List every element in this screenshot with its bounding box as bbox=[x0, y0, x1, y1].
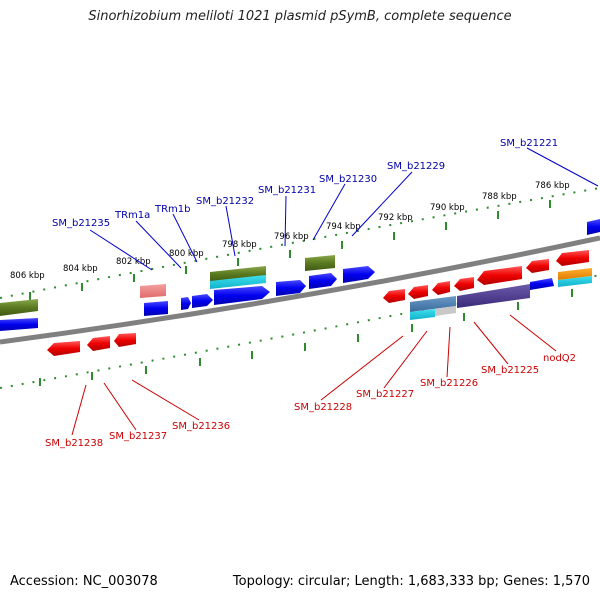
gene-label[interactable]: SM_b21228 bbox=[294, 402, 352, 413]
operon-block[interactable] bbox=[410, 296, 456, 312]
scale-label: 794 kbp bbox=[326, 222, 361, 232]
operon-block[interactable] bbox=[435, 306, 456, 316]
gene-label[interactable]: SM_b21235 bbox=[52, 218, 110, 229]
reverse-cds[interactable] bbox=[114, 333, 136, 347]
reverse-cds[interactable] bbox=[526, 259, 549, 273]
cds-feature[interactable] bbox=[210, 275, 266, 289]
reverse-cds[interactable] bbox=[47, 341, 80, 356]
forward-cds[interactable] bbox=[587, 219, 600, 235]
reverse-cds[interactable] bbox=[87, 336, 110, 351]
gene-feature[interactable] bbox=[210, 266, 266, 282]
reverse-cds[interactable] bbox=[556, 250, 589, 266]
gene-label[interactable]: SM_b21231 bbox=[258, 185, 316, 196]
upper-major-ticks bbox=[29, 200, 551, 300]
scale-label: 786 kbp bbox=[535, 181, 570, 191]
forward-cds[interactable] bbox=[343, 266, 375, 283]
gene-label[interactable]: TRm1a bbox=[114, 210, 150, 221]
forward-cds[interactable] bbox=[144, 301, 168, 316]
forward-cds[interactable] bbox=[181, 297, 191, 310]
bottom-connectors bbox=[71, 314, 557, 436]
scale-label: 800 kbp bbox=[169, 249, 204, 259]
reverse-cds[interactable] bbox=[408, 285, 428, 299]
gene-label[interactable]: TRm1b bbox=[154, 204, 191, 215]
gene-feature[interactable] bbox=[0, 299, 38, 316]
gene-label[interactable]: SM_b21229 bbox=[387, 161, 445, 172]
accession-text: Accession: NC_003078 bbox=[10, 574, 158, 589]
gene-label[interactable]: SM_b21237 bbox=[109, 431, 167, 442]
reverse-cds[interactable] bbox=[477, 266, 522, 285]
gene-label[interactable]: nodQ2 bbox=[543, 353, 576, 364]
reverse-cds[interactable] bbox=[454, 277, 474, 291]
gene-label[interactable]: SM_b21226 bbox=[420, 378, 478, 389]
forward-cds[interactable] bbox=[214, 286, 270, 305]
summary-text: Topology: circular; Length: 1,683,333 bp… bbox=[232, 574, 590, 589]
forward-cds[interactable] bbox=[276, 280, 306, 296]
scale-label: 798 kbp bbox=[222, 240, 257, 250]
gene-label[interactable]: SM_b21236 bbox=[172, 421, 230, 432]
gene-feature[interactable] bbox=[305, 255, 335, 271]
operon-features bbox=[410, 284, 530, 320]
forward-cds[interactable] bbox=[309, 273, 337, 289]
gene-label[interactable]: SM_b21238 bbox=[45, 438, 103, 449]
forward-cds[interactable] bbox=[530, 278, 554, 290]
scale-label: 796 kbp bbox=[274, 232, 309, 242]
top-connectors bbox=[89, 147, 599, 271]
forward-cds[interactable] bbox=[0, 318, 38, 331]
operon-block[interactable] bbox=[457, 284, 530, 308]
forward-features bbox=[0, 219, 600, 331]
bottom-gene-labels: SM_b21238 SM_b21237 SM_b21236 SM_b21228 … bbox=[45, 353, 576, 449]
rrna-feature[interactable] bbox=[140, 284, 166, 298]
reverse-features bbox=[47, 250, 589, 356]
gene-label[interactable]: SM_b21225 bbox=[481, 365, 539, 376]
reverse-cds[interactable] bbox=[432, 281, 450, 295]
scale-label: 804 kbp bbox=[63, 264, 98, 274]
top-gene-labels: SM_b21235 TRm1a TRm1b SM_b21232 SM_b2123… bbox=[52, 138, 558, 229]
forward-cds[interactable] bbox=[192, 294, 213, 308]
scale-label: 790 kbp bbox=[430, 203, 465, 213]
cds-feature[interactable] bbox=[558, 276, 592, 287]
scale-label: 806 kbp bbox=[10, 271, 45, 281]
scale-label: 792 kbp bbox=[378, 213, 413, 223]
gene-label[interactable]: SM_b21230 bbox=[319, 174, 377, 185]
operon-block[interactable] bbox=[410, 309, 435, 320]
gene-features bbox=[0, 255, 592, 316]
gene-label[interactable]: SM_b21232 bbox=[196, 196, 254, 207]
map-title: Sinorhizobium meliloti 1021 plasmid pSym… bbox=[88, 9, 512, 24]
lower-major-ticks bbox=[39, 289, 573, 386]
gene-label[interactable]: SM_b21221 bbox=[500, 138, 558, 149]
sequence-backbone bbox=[0, 235, 600, 345]
scale-labels: 806 kbp 804 kbp 802 kbp 800 kbp 798 kbp … bbox=[10, 181, 570, 281]
gene-label[interactable]: SM_b21227 bbox=[356, 389, 414, 400]
reverse-cds[interactable] bbox=[383, 289, 405, 303]
scale-label: 802 kbp bbox=[116, 257, 151, 267]
scale-label: 788 kbp bbox=[482, 192, 517, 202]
